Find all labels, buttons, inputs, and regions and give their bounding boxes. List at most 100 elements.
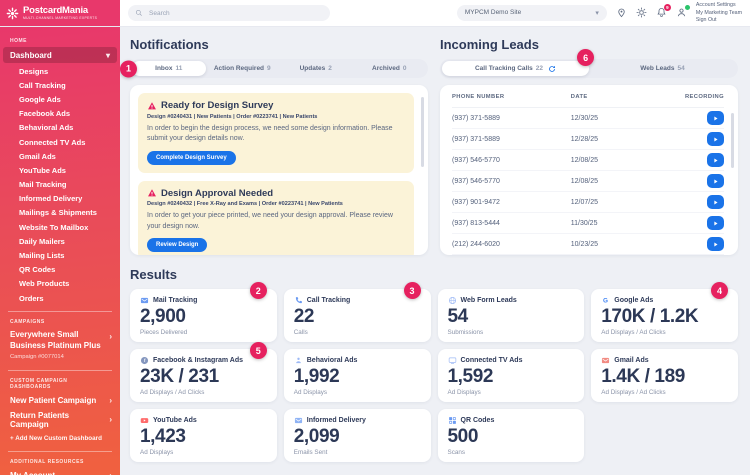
sidebar-item[interactable]: Google Ads: [19, 94, 61, 104]
lead-date: 12/07/25: [570, 198, 598, 206]
result-card[interactable]: Connected TV Ads 1,592 Ad Displays: [437, 349, 585, 402]
recording-play-button[interactable]: [706, 132, 724, 146]
recording-play-button[interactable]: [706, 195, 724, 209]
result-card[interactable]: Behavioral Ads 1,992 Ad Displays: [283, 349, 431, 402]
lead-row: (937) 546-5770 12/08/25: [452, 150, 724, 171]
recording-play-button[interactable]: [706, 216, 724, 230]
result-card[interactable]: 5 f Facebook & Instagram Ads 23K / 231 Ad Di…: [130, 342, 277, 402]
recording-play-button[interactable]: [706, 111, 724, 125]
sidebar-campaign[interactable]: Everywhere Small Business Platinum Plus ›…: [0, 328, 120, 363]
sidebar-item[interactable]: Gmail Ads: [19, 151, 56, 161]
sidebar-item-dashboard[interactable]: Dashboard ▾: [3, 47, 117, 63]
sidebar-section-custom: CUSTOM CAMPAIGN DASHBOARDS: [10, 377, 68, 390]
lead-phone: (937) 546-5770: [452, 156, 500, 164]
location-pin-icon[interactable]: [616, 7, 627, 18]
sidebar-item[interactable]: Designs: [19, 66, 49, 76]
refresh-icon[interactable]: [548, 65, 556, 73]
notifications-card: Ready for Design Survey Design #0240431 |…: [130, 85, 428, 255]
notifications-bell-button[interactable]: 9: [656, 4, 671, 18]
leads-tab[interactable]: Call Tracking Calls 22: [442, 61, 589, 76]
notification-title: Ready for Design Survey: [161, 100, 274, 111]
brightness-icon[interactable]: [636, 7, 647, 18]
notifications-tab[interactable]: Inbox 11: [132, 61, 206, 76]
result-card[interactable]: 4 G Google Ads 170K / 1.2K Ad Displays / Ad …: [591, 282, 738, 342]
notifications-tab[interactable]: Action Required 9: [213, 65, 271, 72]
sidebar-item[interactable]: Behavioral Ads: [19, 123, 74, 133]
result-card[interactable]: Informed Delivery 2,099 Emails Sent: [283, 409, 431, 462]
lead-row: (937) 901-9472 12/07/25: [452, 192, 724, 213]
logo-name: PostcardMania: [23, 4, 88, 16]
notifications-tab[interactable]: Updates 2: [299, 65, 332, 72]
result-sublabel: Pieces Delivered: [140, 328, 188, 336]
account-link[interactable]: Sign Out: [695, 17, 717, 24]
result-card[interactable]: YouTube Ads 1,423 Ad Displays: [130, 409, 277, 462]
account-link[interactable]: Account Settings: [695, 2, 736, 9]
account-link[interactable]: My Marketing Team: [695, 9, 742, 16]
campaign-title: Everywhere Small Business Platinum Plus: [10, 330, 101, 350]
logo-tagline: MULTI-CHANNEL MARKETING EXPERTS: [23, 16, 98, 21]
sidebar-custom-dashboard[interactable]: New Patient Campaign ›: [10, 395, 112, 405]
result-card[interactable]: 3 Call Tracking 22 Calls: [283, 282, 431, 342]
sidebar-item[interactable]: Facebook Ads: [19, 109, 70, 119]
scrollbar[interactable]: [731, 113, 734, 168]
topbar: PostcardMania MULTI-CHANNEL MARKETING EXP…: [0, 0, 750, 27]
result-card[interactable]: QR Codes 500 Scans: [437, 409, 585, 462]
account-button[interactable]: [676, 5, 690, 18]
sidebar-item[interactable]: Orders: [19, 293, 44, 303]
sidebar-item[interactable]: Website To Mailbox: [19, 222, 89, 232]
sidebar-item[interactable]: Call Tracking: [19, 80, 66, 90]
leads-card: PHONE NUMBER DATE RECORDING (937) 371-5889…: [440, 85, 738, 255]
result-sublabel: Ad Displays / Ad Clicks: [140, 388, 205, 396]
search-input[interactable]: [147, 8, 323, 18]
result-label: Mail Tracking: [153, 297, 198, 304]
result-icon: [448, 356, 457, 365]
add-custom-dashboard-link[interactable]: + Add New Custom Dashboard: [10, 434, 102, 442]
notification-action-button[interactable]: Complete Design Survey: [147, 150, 236, 165]
recording-play-button[interactable]: [706, 153, 724, 167]
tab-count: 22: [535, 65, 544, 72]
result-label: Gmail Ads: [614, 357, 649, 364]
search-box[interactable]: [128, 5, 330, 21]
scrollbar[interactable]: [421, 97, 424, 167]
lead-phone: (937) 371-5889: [452, 114, 500, 122]
warning-icon: [147, 188, 157, 198]
result-card[interactable]: 2 Mail Tracking 2,900 Pieces Delivered: [130, 282, 277, 342]
lead-row: (937) 546-5770 12/08/25: [452, 171, 724, 192]
column-header: RECORDING: [684, 94, 724, 100]
sidebar-item[interactable]: Web Products: [19, 279, 70, 289]
sidebar-resource-item[interactable]: My Account›: [0, 468, 120, 475]
tab-count: 9: [267, 65, 271, 72]
lead-row: (212) 244-6020 10/23/25: [452, 234, 724, 255]
results-title: Results: [130, 267, 177, 282]
result-card[interactable]: Web Form Leads 54 Submissions: [437, 289, 585, 342]
notification-action-button[interactable]: Review Design: [147, 238, 208, 252]
sidebar-item[interactable]: Mailings & Shipments: [19, 208, 97, 218]
incoming-leads-section: Incoming Leads 6 Call Tracking Calls 22 We…: [440, 27, 738, 255]
leads-tab[interactable]: Web Leads 54: [640, 65, 685, 72]
notifications-tab[interactable]: Archived 0: [372, 65, 407, 72]
result-label: Informed Delivery: [306, 417, 366, 424]
result-label: Call Tracking: [306, 297, 351, 304]
sidebar-section-resources: ADDITIONAL RESOURCES: [10, 458, 84, 465]
sidebar-item[interactable]: YouTube Ads: [19, 165, 66, 175]
results-section: Results 2 Mail Tracking 2,900 Pieces Delive…: [130, 267, 738, 462]
postcardmania-logo[interactable]: PostcardMania MULTI-CHANNEL MARKETING EXP…: [0, 0, 120, 26]
sidebar-item[interactable]: Informed Delivery: [19, 194, 83, 204]
sidebar-item[interactable]: Mail Tracking: [19, 180, 67, 190]
notification-meta: Design #0240432 | Free X-Ray and Exams |…: [147, 201, 343, 207]
recording-play-button[interactable]: [706, 174, 724, 188]
sidebar-custom-dashboard[interactable]: Return Patients Campaign ›: [10, 410, 112, 429]
recording-play-button[interactable]: [706, 237, 724, 251]
sidebar-item[interactable]: Daily Mailers: [19, 236, 65, 246]
tab-count: 2: [328, 65, 332, 72]
site-select-value: MYPCM Demo Site: [464, 9, 522, 17]
sidebar-resource-list: My Account›Resources & Tools›Upload a Li…: [0, 468, 120, 475]
sidebar-item[interactable]: Connected TV Ads: [19, 137, 86, 147]
result-card[interactable]: Gmail Ads 1.4K / 189 Ad Displays / Ad Clic…: [591, 349, 738, 402]
sidebar-item[interactable]: QR Codes: [19, 265, 56, 275]
lead-row: (937) 813-5444 11/30/25: [452, 213, 724, 234]
result-sublabel: Scans: [447, 448, 466, 456]
site-select[interactable]: MYPCM Demo Site ▾: [456, 4, 607, 21]
chevron-down-icon: ▾: [105, 50, 110, 60]
sidebar-item[interactable]: Mailing Lists: [19, 251, 65, 261]
